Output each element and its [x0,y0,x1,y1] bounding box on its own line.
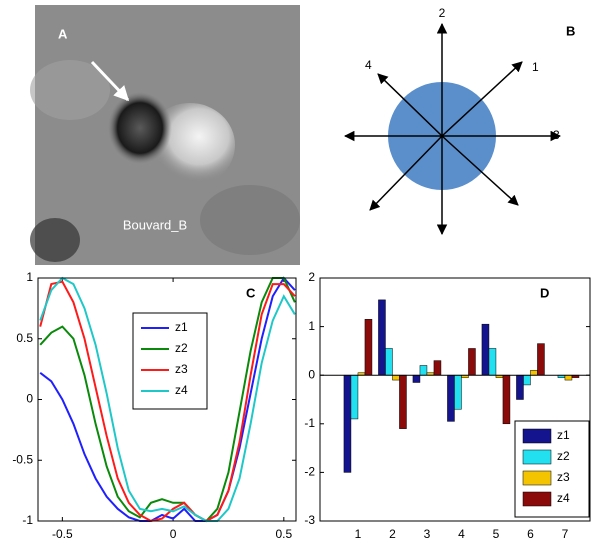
bar [530,370,538,376]
direction-label: 4 [365,58,372,72]
x-tick-label: 6 [527,527,534,541]
direction-label: 2 [439,6,446,20]
bar [523,374,531,386]
caption: Bouvard_B [123,217,187,232]
x-tick-label: 3 [424,527,431,541]
y-tick-label: -1 [304,416,315,430]
legend-swatch [522,470,552,486]
bar [564,374,573,381]
arrow [369,135,443,211]
panel-label: C [246,285,256,300]
y-tick-label: -0.5 [12,452,33,466]
bar [378,299,386,376]
bar [364,319,373,376]
panel-label: B [566,23,575,38]
panel-label: A [58,26,68,41]
legend-label: z3 [175,362,188,376]
bar [399,374,407,429]
bar [419,365,428,376]
legend-swatch [522,491,552,507]
line-series [39,277,296,523]
bar [516,374,524,400]
legend-label: z4 [557,491,570,505]
bar [385,348,393,376]
y-tick-label: -2 [304,465,315,479]
x-tick-label: 5 [493,527,500,541]
bar [537,343,545,376]
y-tick-label: 0.5 [16,331,33,345]
bar [468,348,476,376]
x-tick-label: 7 [562,527,569,541]
bar [502,374,511,425]
y-tick-label: 2 [308,270,315,284]
x-tick-label: 1 [355,527,362,541]
x-tick-label: 0.5 [275,527,292,541]
arrow [441,135,519,206]
legend-label: z2 [175,341,188,355]
bar [481,323,490,376]
direction-label: 1 [532,60,539,74]
bar [433,360,442,376]
panel-label: D [540,285,549,300]
y-tick-label: 0 [308,367,315,381]
panel-a: A Bouvard_B [30,5,300,265]
x-tick-label: -0.5 [52,527,73,541]
legend-swatch [522,428,552,444]
y-tick-label: -1 [22,513,33,527]
bar [392,374,400,381]
bar [350,374,359,420]
bar [447,374,455,422]
legend-label: z3 [557,470,570,484]
x-tick-label: 0 [170,527,177,541]
line-series [39,276,296,522]
direction-label: 3 [553,128,560,142]
legend-swatch [522,449,552,465]
bar [343,374,352,473]
y-tick-label: 1 [26,270,33,284]
y-tick-label: -3 [304,513,315,527]
line-series [39,276,296,522]
bar [488,348,497,376]
line-series [39,280,296,523]
plot-frame [319,277,591,522]
legend-label: z1 [557,428,570,442]
legend-label: z4 [175,383,188,397]
x-tick-label: 2 [389,527,396,541]
x-tick-label: 4 [458,527,465,541]
y-tick-label: 1 [308,319,315,333]
crater [108,92,172,164]
arrow [441,61,523,137]
legend-label: z2 [557,449,570,463]
bar [412,374,421,383]
legend-label: z1 [175,320,188,334]
bar [454,374,462,410]
arrow [377,73,443,137]
y-tick-label: 0 [26,392,33,406]
panel-b: 1 2 3 4 B [343,6,575,236]
arrow [90,60,130,102]
